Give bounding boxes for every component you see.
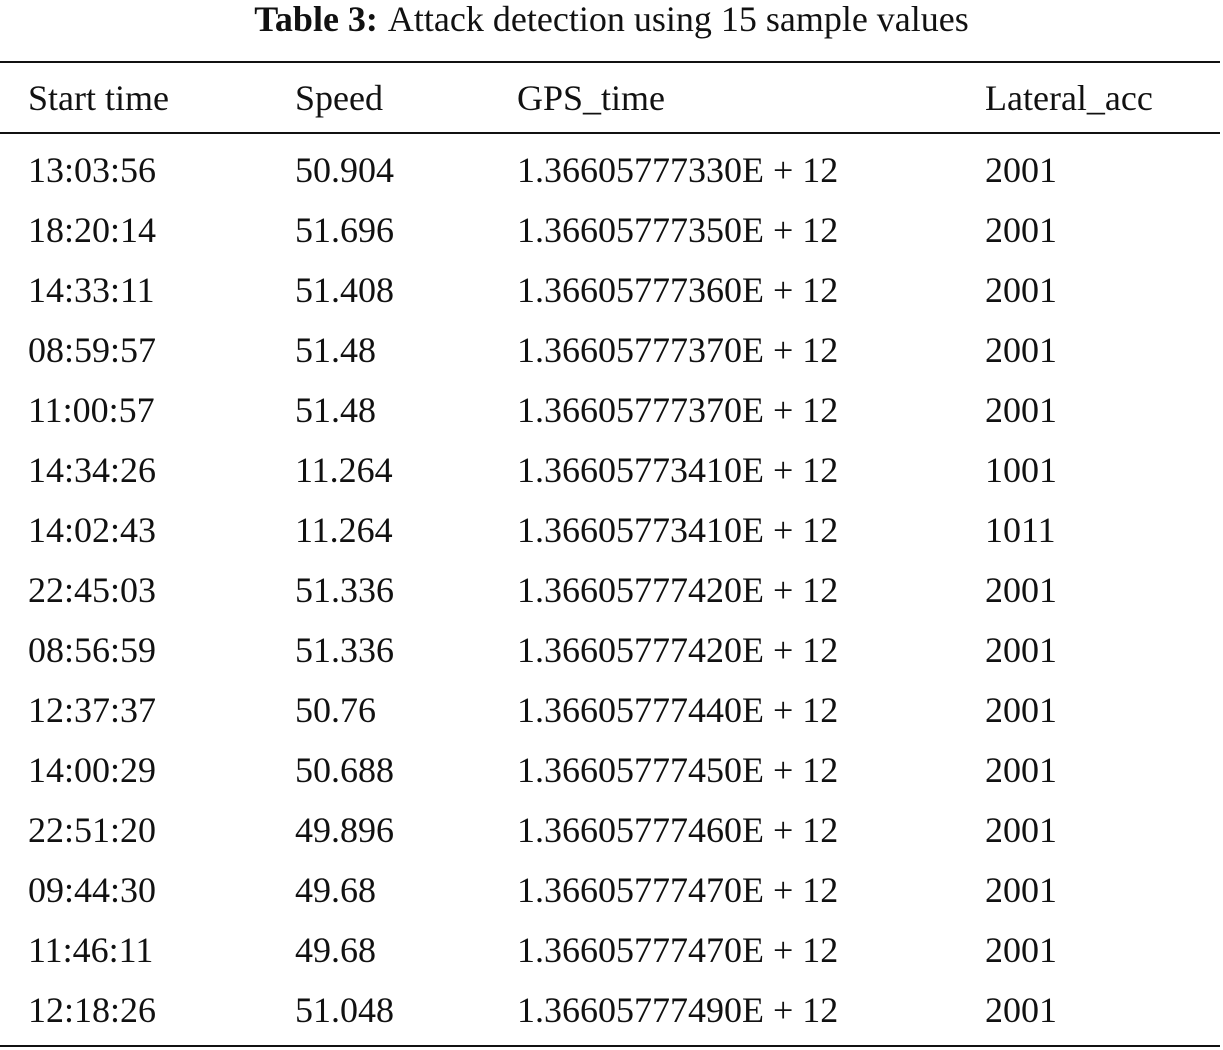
table-cell: 1.36605777490E + 12 (517, 990, 839, 1030)
table-cell: 11:46:11 (28, 930, 154, 970)
table-cell: 2001 (985, 810, 1057, 850)
table-cell: 1.36605777420E + 12 (517, 630, 839, 670)
table-cell: 11:00:57 (28, 390, 155, 430)
table-cell: 09:44:30 (28, 870, 157, 910)
table-cell: 1.36605777360E + 12 (517, 270, 839, 310)
caption: Table 3: Attack detection using 15 sample… (0, 0, 1223, 38)
table-cell: 51.696 (295, 210, 394, 250)
table-cell: 1.36605777460E + 12 (517, 810, 839, 850)
table-cell: 1.36605777350E + 12 (517, 210, 839, 250)
caption-text: Attack detection using 15 sample values (387, 0, 969, 39)
table-cell: 2001 (985, 750, 1057, 790)
top-rule (0, 61, 1220, 63)
column-header: Lateral_acc (985, 78, 1153, 118)
table-cell: 1.36605773410E + 12 (517, 510, 839, 550)
table-cell: 1.36605777440E + 12 (517, 690, 839, 730)
table-cell: 51.336 (295, 570, 394, 610)
table-cell: 08:59:57 (28, 330, 157, 370)
table-cell: 14:33:11 (28, 270, 155, 310)
table-cell: 2001 (985, 690, 1057, 730)
header-rule (0, 132, 1220, 134)
table-cell: 22:45:03 (28, 570, 157, 610)
column-header: GPS_time (517, 78, 666, 118)
table-cell: 13:03:56 (28, 150, 157, 190)
table-cell: 2001 (985, 630, 1057, 670)
table-cell: 2001 (985, 270, 1057, 310)
table-cell: 1.36605777470E + 12 (517, 870, 839, 910)
table-cell: 2001 (985, 390, 1057, 430)
table-cell: 1.36605773410E + 12 (517, 450, 839, 490)
table-cell: 2001 (985, 930, 1057, 970)
table-cell: 1.36605777450E + 12 (517, 750, 839, 790)
table-cell: 1001 (985, 450, 1057, 490)
table-cell: 1.36605777420E + 12 (517, 570, 839, 610)
table-cell: 51.336 (295, 630, 394, 670)
table-cell: 2001 (985, 870, 1057, 910)
table-cell: 2001 (985, 150, 1057, 190)
table-cell: 14:02:43 (28, 510, 157, 550)
table-cell: 49.68 (295, 930, 376, 970)
table-cell: 49.68 (295, 870, 376, 910)
table-cell: 18:20:14 (28, 210, 157, 250)
table-cell: 22:51:20 (28, 810, 157, 850)
bottom-rule (0, 1045, 1220, 1047)
table-cell: 08:56:59 (28, 630, 157, 670)
table-cell: 51.408 (295, 270, 394, 310)
table-cell: 1.36605777370E + 12 (517, 390, 839, 430)
table-cell: 1.36605777330E + 12 (517, 150, 839, 190)
table-cell: 51.48 (295, 390, 376, 430)
table-cell: 14:34:26 (28, 450, 157, 490)
table-cell: 11.264 (295, 510, 393, 550)
table-cell: 51.048 (295, 990, 394, 1030)
table-cell: 50.76 (295, 690, 376, 730)
table-cell: 1011 (985, 510, 1056, 550)
table-cell: 1.36605777470E + 12 (517, 930, 839, 970)
table-cell: 14:00:29 (28, 750, 157, 790)
table-cell: 50.688 (295, 750, 394, 790)
column-header: Start time (28, 78, 169, 118)
table-cell: 51.48 (295, 330, 376, 370)
table-cell: 11.264 (295, 450, 393, 490)
table-cell: 50.904 (295, 150, 394, 190)
caption-label: Table 3: (254, 0, 378, 39)
table-cell: 12:37:37 (28, 690, 157, 730)
table-cell: 2001 (985, 990, 1057, 1030)
table-cell: 2001 (985, 570, 1057, 610)
table-cell: 2001 (985, 330, 1057, 370)
table-cell: 1.36605777370E + 12 (517, 330, 839, 370)
table-cell: 2001 (985, 210, 1057, 250)
column-header: Speed (295, 78, 383, 118)
table-cell: 49.896 (295, 810, 394, 850)
table-cell: 12:18:26 (28, 990, 157, 1030)
